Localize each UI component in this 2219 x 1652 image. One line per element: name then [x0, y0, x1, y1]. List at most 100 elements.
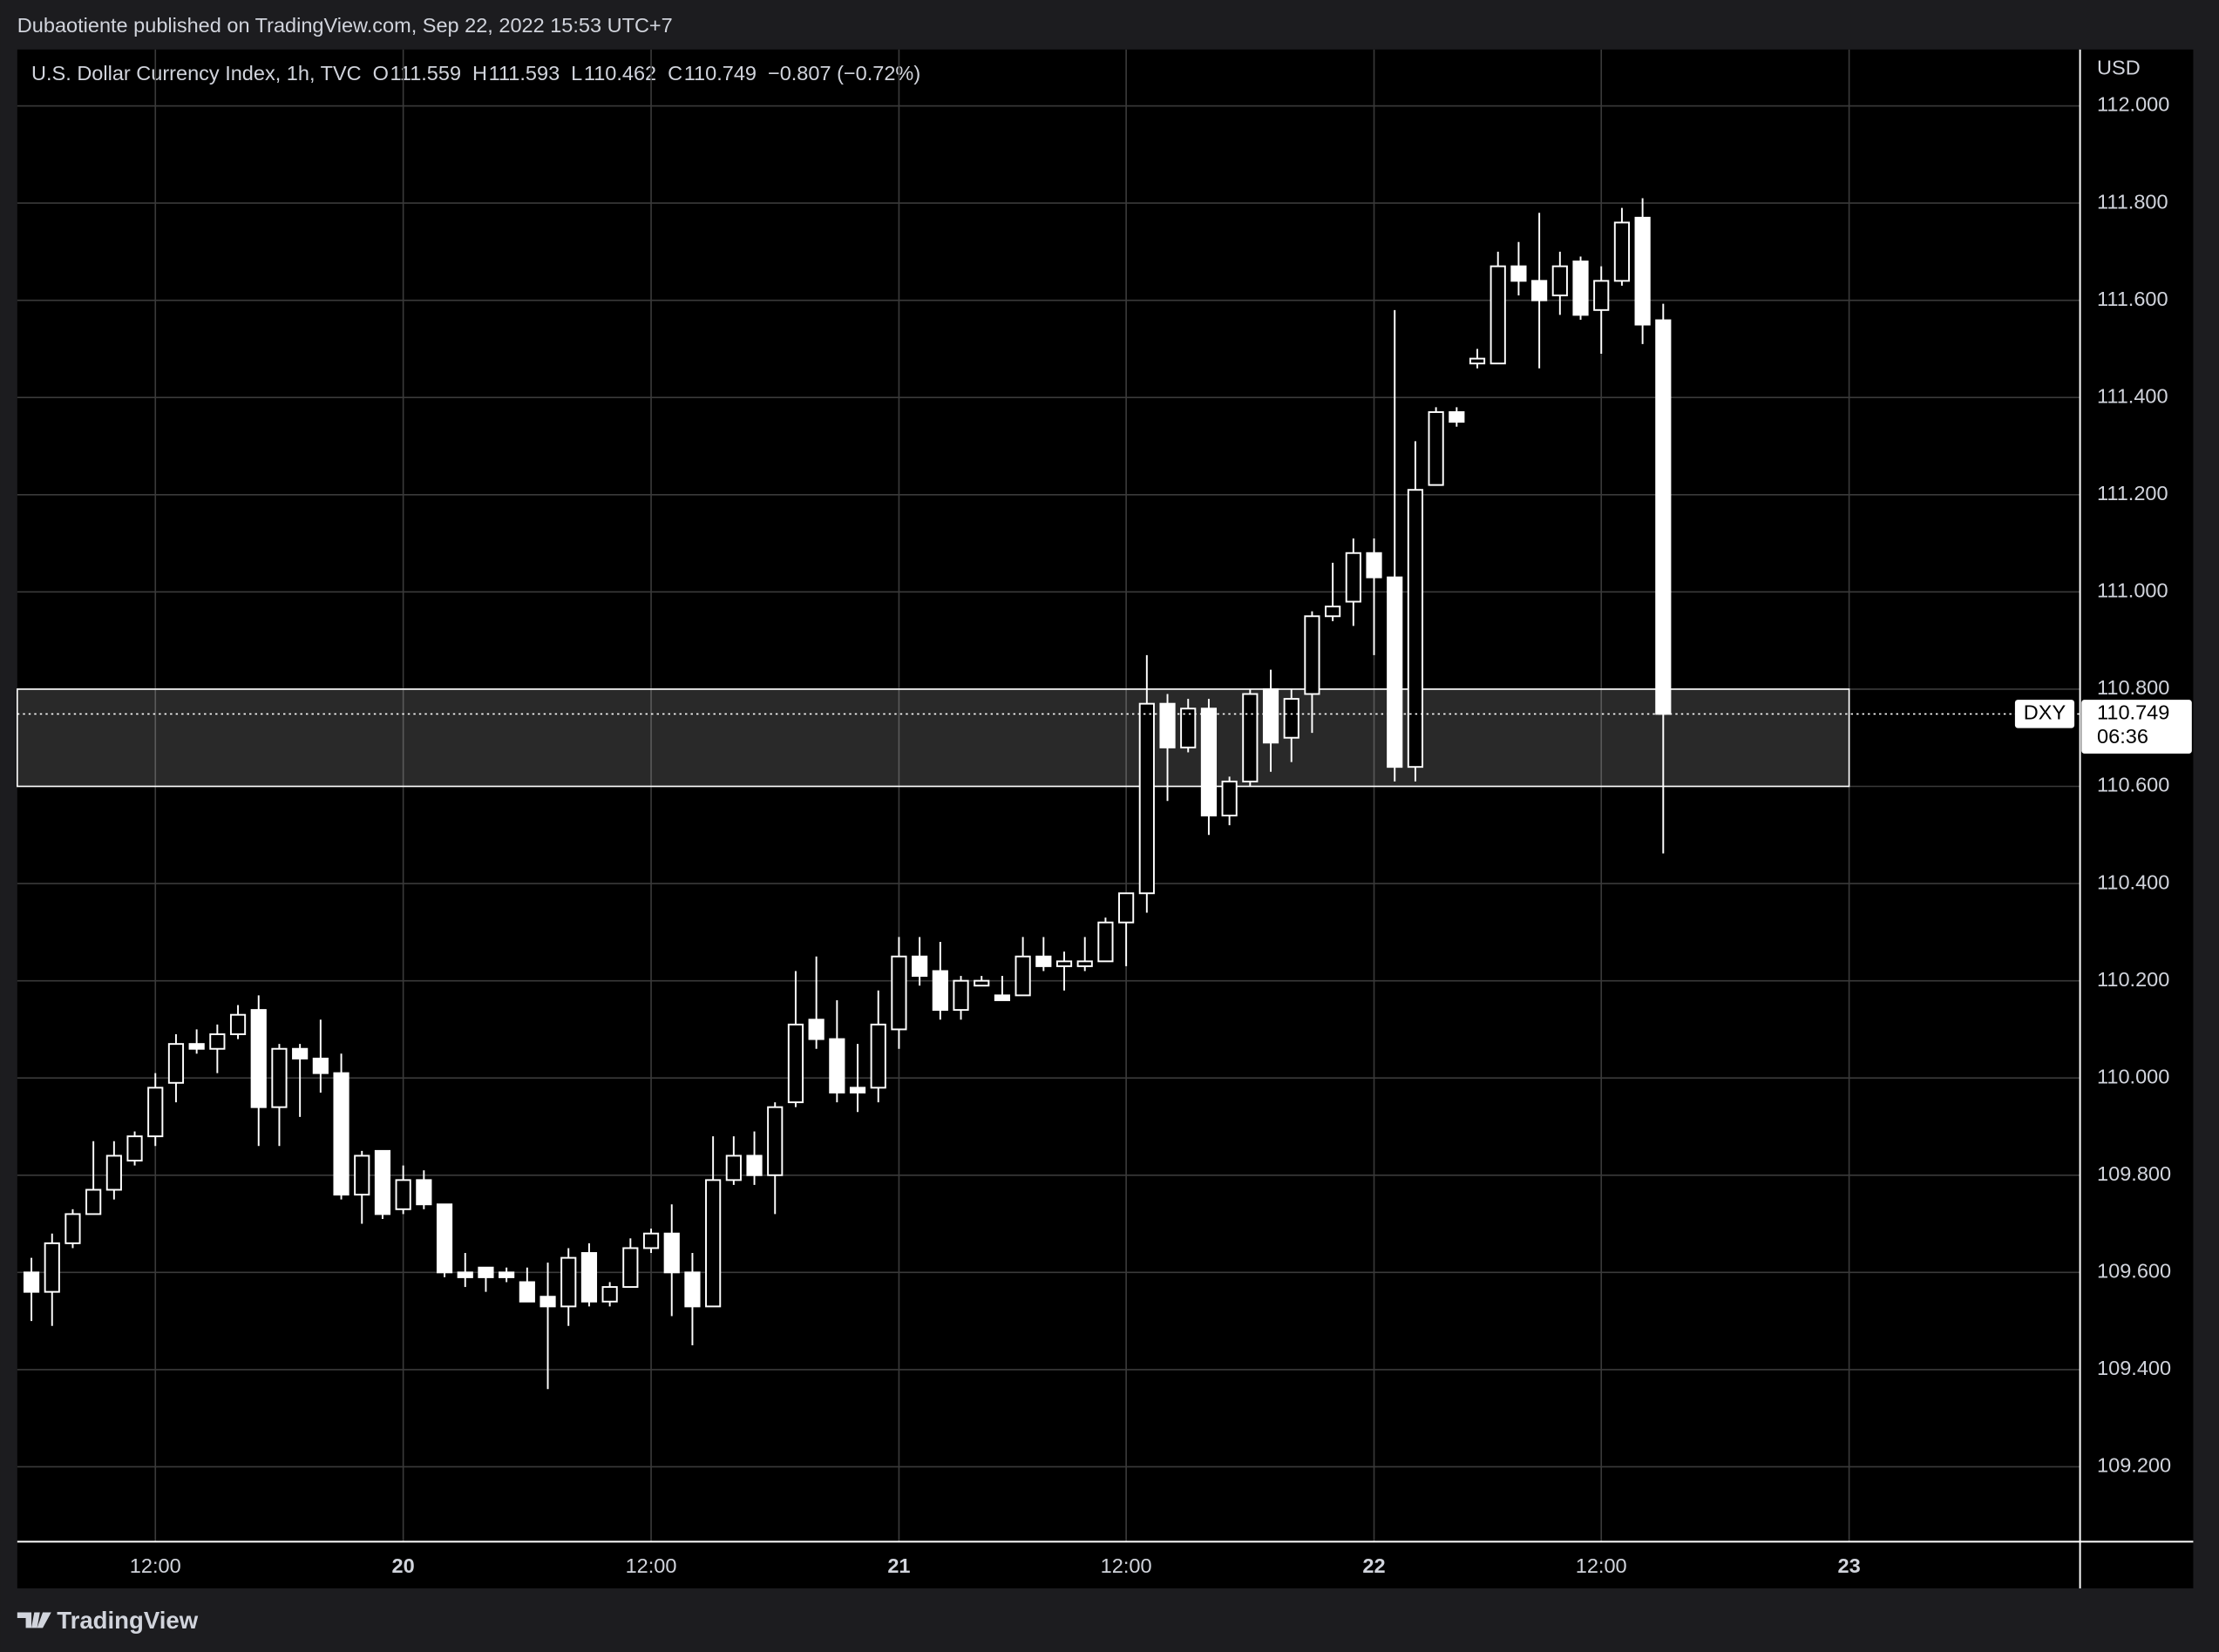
candle-body — [767, 1106, 784, 1176]
y-tick-label: 110.200 — [2097, 968, 2169, 991]
legend-value: 111.559 — [390, 62, 462, 85]
legend-value: 110.462 — [584, 62, 656, 85]
candle-body — [994, 994, 1011, 1001]
candle-body — [354, 1154, 370, 1196]
candle-body — [1076, 960, 1093, 967]
tradingview-logo — [17, 1612, 51, 1628]
countdown-label: 06:36 — [2097, 725, 2148, 748]
candle-body — [1283, 698, 1300, 739]
candle-body — [601, 1286, 618, 1303]
candle-body — [1242, 693, 1259, 782]
candle-body — [250, 1009, 267, 1108]
candle-body — [1407, 489, 1424, 768]
candle-body — [1428, 410, 1444, 486]
candle-body — [147, 1087, 164, 1138]
legend-change: −0.807 (−0.72%) — [768, 62, 920, 85]
symbol-badge — [2014, 700, 2075, 728]
candle-body — [436, 1203, 453, 1274]
candle-body — [1366, 552, 1382, 579]
symbol-label: DXY — [2024, 701, 2066, 724]
candle-body — [85, 1188, 102, 1215]
candle-body — [1097, 921, 1114, 963]
support-zone — [17, 688, 1850, 788]
candle-body — [891, 955, 907, 1031]
candle-body — [870, 1023, 886, 1089]
candle-body — [560, 1256, 577, 1308]
candle-body — [395, 1179, 411, 1210]
candle-body — [209, 1033, 226, 1050]
legend-key: H — [472, 62, 487, 85]
candle-body — [292, 1047, 309, 1060]
legend-key: C — [668, 62, 682, 85]
candle-body — [1221, 780, 1238, 816]
candle-body — [1014, 955, 1031, 997]
candle-body — [1035, 955, 1052, 967]
x-tick-label: 12:00 — [626, 1554, 677, 1577]
candle-body — [1304, 615, 1320, 695]
candle-body — [642, 1232, 660, 1249]
candle-body — [539, 1296, 556, 1308]
candle-body — [849, 1087, 866, 1093]
candle-body — [787, 1023, 804, 1104]
candle-body — [1159, 702, 1176, 748]
candle-body — [808, 1019, 824, 1040]
candle-body — [126, 1135, 143, 1162]
y-tick-label: 111.600 — [2097, 288, 2168, 310]
candle-body — [663, 1232, 680, 1274]
candle-body — [912, 955, 928, 978]
candle-body — [1118, 892, 1135, 924]
candle-body — [746, 1154, 763, 1176]
x-tick-label: 20 — [392, 1554, 415, 1577]
candle-body — [229, 1013, 247, 1035]
candle-body — [416, 1179, 432, 1206]
candle-body — [622, 1247, 639, 1289]
candle-body — [829, 1038, 845, 1093]
y-tick-label: 109.400 — [2097, 1357, 2171, 1379]
candle-body — [188, 1043, 205, 1050]
candle-body — [1138, 702, 1155, 895]
footer-brand: TradingView — [57, 1607, 198, 1634]
legend-key: L — [571, 62, 582, 85]
y-tick-label: 111.200 — [2097, 482, 2168, 504]
candle-body — [271, 1047, 288, 1108]
y-tick-label: 111.000 — [2097, 579, 2168, 602]
candle-body — [1200, 708, 1218, 816]
candle-body — [705, 1179, 722, 1308]
candle-body — [684, 1271, 701, 1308]
candle-body — [1055, 960, 1073, 967]
x-tick-label: 12:00 — [130, 1554, 181, 1577]
candle-body — [1551, 265, 1568, 297]
candle-body — [580, 1252, 598, 1303]
chart-pane — [17, 49, 2194, 1588]
price-badge — [2081, 700, 2192, 754]
legend-value: 111.593 — [489, 62, 560, 85]
legend-value: 110.749 — [684, 62, 757, 85]
candle-body — [1345, 552, 1361, 603]
candle-body — [1490, 265, 1506, 365]
candle-body — [1634, 216, 1651, 326]
candle-body — [1531, 280, 1548, 301]
candle-body — [953, 979, 969, 1012]
candle-body — [457, 1271, 473, 1278]
candle-body — [725, 1154, 742, 1181]
x-tick-label: 21 — [887, 1554, 910, 1577]
candle-body — [374, 1149, 391, 1215]
candle-body — [44, 1242, 60, 1293]
y-tick-label: 110.400 — [2097, 870, 2169, 893]
candle-body — [974, 979, 990, 987]
y-tick-label: 109.600 — [2097, 1260, 2171, 1283]
candle-body — [1262, 687, 1279, 744]
x-tick-label: 23 — [1838, 1554, 1861, 1577]
candle-body — [1510, 265, 1527, 282]
y-tick-label: 109.800 — [2097, 1162, 2171, 1185]
candle-body — [23, 1271, 40, 1293]
candle-body — [499, 1271, 515, 1278]
candle-body — [1572, 261, 1589, 316]
candle-body — [478, 1266, 494, 1278]
last-price-label: 110.749 — [2097, 701, 2169, 724]
candle-body — [1180, 708, 1197, 748]
x-tick-label: 12:00 — [1576, 1554, 1627, 1577]
legend-key: O — [373, 62, 389, 85]
